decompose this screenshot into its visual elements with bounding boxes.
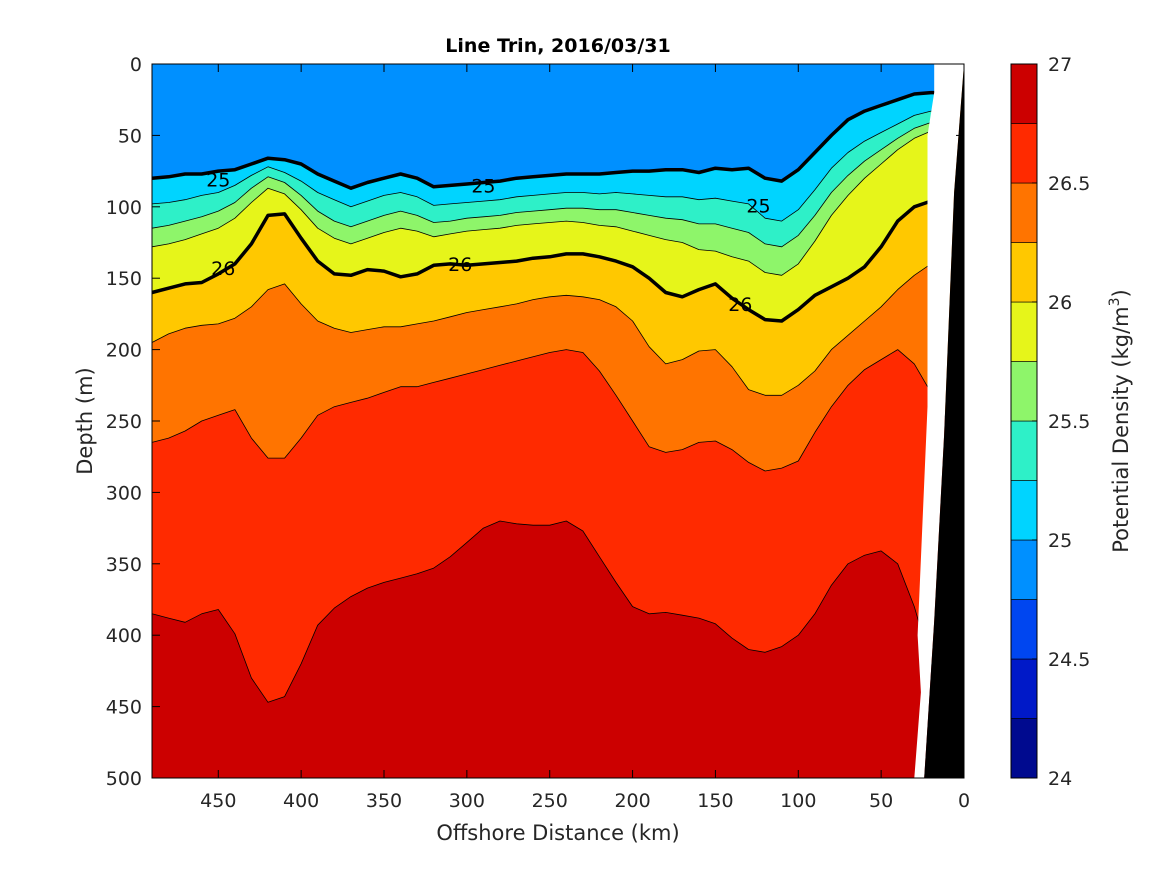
colorbar-bands — [1010, 63, 1038, 779]
x-tick-label: 100 — [780, 790, 816, 812]
bathymetry — [924, 64, 964, 778]
contour-label: 25 — [206, 170, 230, 192]
density-band — [152, 64, 964, 721]
colorbar-label-end: ) — [1109, 289, 1133, 297]
colorbar-tick-label: 24.5 — [1048, 649, 1090, 671]
x-tick-label: 250 — [532, 790, 568, 812]
x-tick-label: 0 — [958, 790, 970, 812]
contour-label: 26 — [448, 254, 472, 276]
colorbar-swatch — [1010, 480, 1038, 541]
y-axis-label: Depth (m) — [73, 367, 97, 474]
x-tick-label: 50 — [869, 790, 893, 812]
colorbar-swatch — [1010, 242, 1038, 303]
y-tick-label: 100 — [106, 197, 142, 219]
colorbar-swatch — [1010, 361, 1038, 422]
colorbar-tick-label: 26.5 — [1048, 173, 1090, 195]
y-tick-label: 400 — [106, 625, 142, 647]
x-tick-label: 200 — [614, 790, 650, 812]
colorbar-swatch — [1010, 658, 1038, 719]
colorbar-tick-label: 25.5 — [1048, 411, 1090, 433]
y-tick-label: 0 — [130, 54, 142, 76]
x-tick-label: 150 — [697, 790, 733, 812]
contour-line — [151, 520, 948, 722]
colorbar-ticks: 24 24.5 25 25.5 26 26.5 27 — [1032, 54, 1090, 790]
contour-label: 26 — [211, 258, 235, 280]
colorbar-tick-label: 27 — [1048, 54, 1072, 76]
density-band — [152, 64, 964, 222]
y-tick-label: 300 — [106, 482, 142, 504]
contour-label: 26 — [728, 294, 752, 316]
colorbar-label-sup: 3 — [1107, 297, 1123, 306]
contour-line — [151, 109, 948, 222]
colorbar-swatch — [1010, 123, 1038, 184]
colorbar-tick-label: 25 — [1048, 530, 1072, 552]
contour-label: 25 — [471, 175, 495, 197]
contour-line — [151, 260, 948, 396]
colorbar-swatch — [1010, 301, 1038, 362]
density-band — [152, 64, 964, 189]
colorbar-tick-label: 26 — [1048, 292, 1072, 314]
y-tick-label: 450 — [106, 697, 142, 719]
x-tick-label: 350 — [366, 790, 402, 812]
y-tick-label: 150 — [106, 268, 142, 290]
contour-line — [151, 129, 948, 276]
no-data-and-bathymetry — [914, 64, 964, 778]
y-tick-label: 50 — [118, 125, 142, 147]
contour-lines — [151, 90, 948, 722]
labeled-contour-line — [151, 197, 948, 323]
y-tick-label: 350 — [106, 554, 142, 576]
density-band — [152, 64, 964, 778]
colorbar-swatch — [1010, 718, 1038, 779]
chart-title: Line Trin, 2016/03/31 — [445, 35, 670, 57]
colorbar-label: Potential Density (kg/m3) — [1107, 289, 1133, 553]
contour-labels: 25 25 25 26 26 26 — [206, 170, 770, 316]
contour-label: 25 — [746, 195, 770, 217]
y-axis: 0 50 100 150 200 250 300 350 400 450 500 — [106, 54, 964, 790]
x-axis-label: Offshore Distance (km) — [436, 821, 679, 845]
colorbar-swatch — [1010, 182, 1038, 243]
y-tick-label: 500 — [106, 768, 142, 790]
colorbar-swatch — [1010, 599, 1038, 660]
x-axis: 450 400 350 300 250 200 150 100 50 0 — [200, 64, 970, 812]
colorbar-swatch — [1010, 539, 1038, 600]
colorbar-label-main: Potential Density (kg/m — [1109, 306, 1133, 552]
labeled-contour-line — [151, 90, 948, 190]
no-data-region — [914, 64, 964, 778]
y-tick-label: 250 — [106, 411, 142, 433]
density-bands — [152, 64, 964, 778]
x-tick-label: 450 — [200, 790, 236, 812]
colorbar: 24 24.5 25 25.5 26 26.5 27 Potential Density (… — [1010, 54, 1133, 790]
density-band — [152, 64, 964, 471]
contour-line — [151, 349, 948, 472]
density-band — [152, 64, 964, 321]
x-tick-label: 300 — [449, 790, 485, 812]
contour-line — [151, 120, 948, 248]
colorbar-swatch — [1010, 63, 1038, 124]
colorbar-tick-label: 24 — [1048, 768, 1072, 790]
colorbar-swatch — [1010, 420, 1038, 481]
x-tick-label: 400 — [283, 790, 319, 812]
plot-area: 25 25 25 26 26 26 — [151, 63, 965, 779]
y-tick-label: 200 — [106, 340, 142, 362]
density-band — [152, 64, 964, 396]
